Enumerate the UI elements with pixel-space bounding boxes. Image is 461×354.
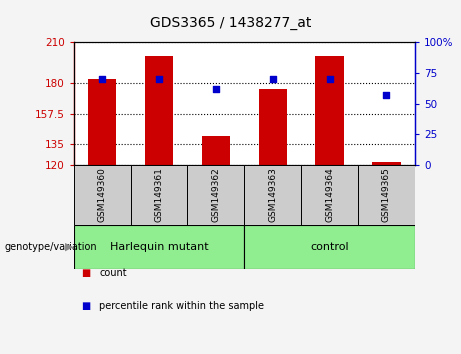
Point xyxy=(383,92,390,98)
Text: control: control xyxy=(310,242,349,252)
Bar xyxy=(259,88,287,165)
Bar xyxy=(315,56,344,165)
Text: ■: ■ xyxy=(81,301,90,311)
Text: Harlequin mutant: Harlequin mutant xyxy=(110,242,208,252)
Bar xyxy=(88,79,116,165)
Text: GSM149362: GSM149362 xyxy=(212,167,220,222)
Text: genotype/variation: genotype/variation xyxy=(5,242,97,252)
Text: count: count xyxy=(99,268,127,278)
Bar xyxy=(74,165,130,225)
Point xyxy=(212,86,219,92)
Bar xyxy=(145,56,173,165)
Bar xyxy=(74,225,244,269)
Text: percentile rank within the sample: percentile rank within the sample xyxy=(99,301,264,311)
Point xyxy=(269,76,277,82)
Bar xyxy=(244,225,415,269)
Text: GDS3365 / 1438277_at: GDS3365 / 1438277_at xyxy=(150,16,311,30)
Point xyxy=(99,76,106,82)
Text: GSM149365: GSM149365 xyxy=(382,167,391,222)
Text: GSM149363: GSM149363 xyxy=(268,167,277,222)
Text: GSM149364: GSM149364 xyxy=(325,167,334,222)
Bar xyxy=(301,165,358,225)
Bar xyxy=(372,162,401,165)
Text: GSM149360: GSM149360 xyxy=(98,167,106,222)
Bar xyxy=(188,165,244,225)
Point xyxy=(326,76,333,82)
Bar xyxy=(130,165,188,225)
Text: ■: ■ xyxy=(81,268,90,278)
Point xyxy=(155,76,163,82)
Bar xyxy=(244,165,301,225)
Bar xyxy=(201,136,230,165)
Bar xyxy=(358,165,415,225)
Text: GSM149361: GSM149361 xyxy=(154,167,164,222)
Text: ▶: ▶ xyxy=(65,242,74,252)
